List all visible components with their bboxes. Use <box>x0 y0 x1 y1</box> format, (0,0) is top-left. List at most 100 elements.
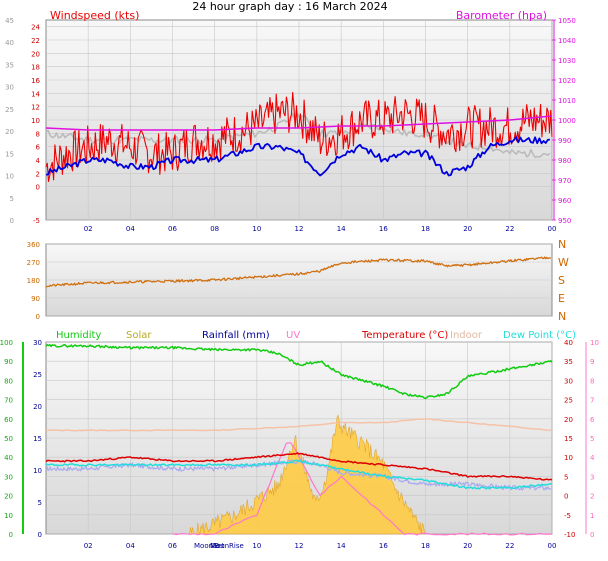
wind-tick-label: 22 <box>31 37 40 45</box>
gust-tick-label: 25 <box>5 106 14 114</box>
humidity-tick-label: 100 <box>0 339 13 347</box>
rain-tick-label: 5 <box>38 499 42 507</box>
direction-tick-label: 90 <box>31 295 40 303</box>
temperature-tick-label: 0 <box>564 493 568 501</box>
x-tick-label: 14 <box>337 225 346 233</box>
uv-tick-label: 6 <box>590 416 595 424</box>
rain-tick-label: 20 <box>33 403 42 411</box>
gust-tick-label: 40 <box>5 39 14 47</box>
legend-label: Rainfall (mm) <box>202 330 270 341</box>
barometer-tick-label: 1040 <box>558 37 576 45</box>
wind-average-series-line <box>45 136 551 177</box>
wind-tick-label: -5 <box>33 217 40 225</box>
barometer-tick-label: 980 <box>558 157 571 165</box>
x-tick-label: 12 <box>295 225 304 233</box>
gust-tick-label: 35 <box>5 61 14 69</box>
wind-tick-label: 6 <box>36 144 41 152</box>
x-tick-label: 14 <box>337 542 346 550</box>
barometer-tick-label: 950 <box>558 217 571 225</box>
barometer-tick-label: 960 <box>558 197 571 205</box>
x-tick-label: 08 <box>210 225 219 233</box>
temperature-tick-label: 40 <box>564 339 573 347</box>
temperature-tick-label: 30 <box>564 377 573 385</box>
rain-tick-label: 15 <box>33 435 42 443</box>
barometer-label: Barometer (hpa) <box>456 9 547 22</box>
legend-label: Solar <box>126 330 152 341</box>
barometer-tick-label: 1000 <box>558 117 576 125</box>
uv-tick-label: 0 <box>590 531 594 539</box>
direction-tick-label: 270 <box>27 259 40 267</box>
uv-tick-label: 10 <box>590 339 599 347</box>
uv-tick-label: 8 <box>590 377 594 385</box>
temperature-tick-label: 10 <box>564 454 573 462</box>
legend-label: Humidity <box>56 330 101 341</box>
x-tick-label: 04 <box>126 225 135 233</box>
x-tick-label: 16 <box>379 225 388 233</box>
windspeed-label: Windspeed (kts) <box>50 9 139 22</box>
humidity-tick-label: 0 <box>9 531 13 539</box>
uv-tick-label: 1 <box>590 512 594 520</box>
compass-label: E <box>558 292 565 305</box>
temperature-tick-label: 20 <box>564 416 573 424</box>
barometer-tick-label: 1010 <box>558 97 576 105</box>
temperature-tick-label: -5 <box>564 512 571 520</box>
temperature-tick-label: 15 <box>564 435 573 443</box>
moonrise-label: MoonRise <box>210 542 244 550</box>
temperature-tick-label: 35 <box>564 358 573 366</box>
barometer-tick-label: 990 <box>558 137 571 145</box>
barometer-tick-label: 1030 <box>558 57 576 65</box>
uv-tick-label: 9 <box>590 358 594 366</box>
wind-tick-label: 14 <box>31 90 40 98</box>
gust-tick-label: 30 <box>5 84 14 92</box>
direction-tick-label: 0 <box>36 313 40 321</box>
page-title: 24 hour graph day : 16 March 2024 <box>192 0 387 13</box>
rain-tick-label: 10 <box>33 467 42 475</box>
temperature-series-line <box>45 452 553 481</box>
barometer-series-line <box>45 115 553 131</box>
x-tick-label: 16 <box>379 542 388 550</box>
humidity-tick-label: 70 <box>4 397 13 405</box>
humidity-tick-label: 90 <box>4 358 13 366</box>
gust-series-line <box>45 111 551 159</box>
x-tick-label: 10 <box>252 225 261 233</box>
uv-series-line <box>172 442 553 536</box>
barometer-tick-label: 1020 <box>558 77 576 85</box>
x-tick-label: 04 <box>126 542 135 550</box>
humidity-tick-label: 20 <box>4 493 13 501</box>
legend-label: Dew Point (°C) <box>503 330 576 341</box>
indoor-series-line <box>45 418 553 432</box>
barometer-tick-label: 970 <box>558 177 571 185</box>
temperature-tick-label: -10 <box>564 531 575 539</box>
rain-tick-label: 0 <box>38 531 42 539</box>
x-tick-label: 12 <box>295 542 304 550</box>
temperature-tick-label: 25 <box>564 397 573 405</box>
legend-label: UV <box>286 330 300 341</box>
direction-tick-label: 360 <box>27 241 40 249</box>
x-tick-label: 20 <box>463 542 472 550</box>
uv-tick-label: 3 <box>590 473 594 481</box>
x-tick-label: 22 <box>505 542 514 550</box>
gust-tick-label: 45 <box>5 17 14 25</box>
x-tick-label: 02 <box>84 225 93 233</box>
uv-tick-label: 5 <box>590 435 594 443</box>
compass-label: N <box>558 238 566 251</box>
humidity-series-line <box>45 343 553 400</box>
gust-tick-label: 5 <box>10 195 14 203</box>
wind-tick-label: 18 <box>31 64 40 72</box>
gust-tick-label: 20 <box>5 128 14 136</box>
rain-tick-label: 25 <box>33 371 42 379</box>
gust-tick-label: 10 <box>5 173 14 181</box>
direction-tick-label: 180 <box>27 277 40 285</box>
moonset-label: MoonSet <box>194 542 225 550</box>
uv-tick-label: 4 <box>590 454 595 462</box>
compass-label: W <box>558 256 569 269</box>
uv-tick-label: 7 <box>590 397 594 405</box>
x-tick-label: 00 <box>548 542 557 550</box>
x-tick-label: 18 <box>421 542 430 550</box>
humidity-tick-label: 50 <box>4 435 13 443</box>
rain-tick-label: 30 <box>33 339 42 347</box>
wind-tick-label: 2 <box>36 170 40 178</box>
x-tick-label: 00 <box>548 225 557 233</box>
